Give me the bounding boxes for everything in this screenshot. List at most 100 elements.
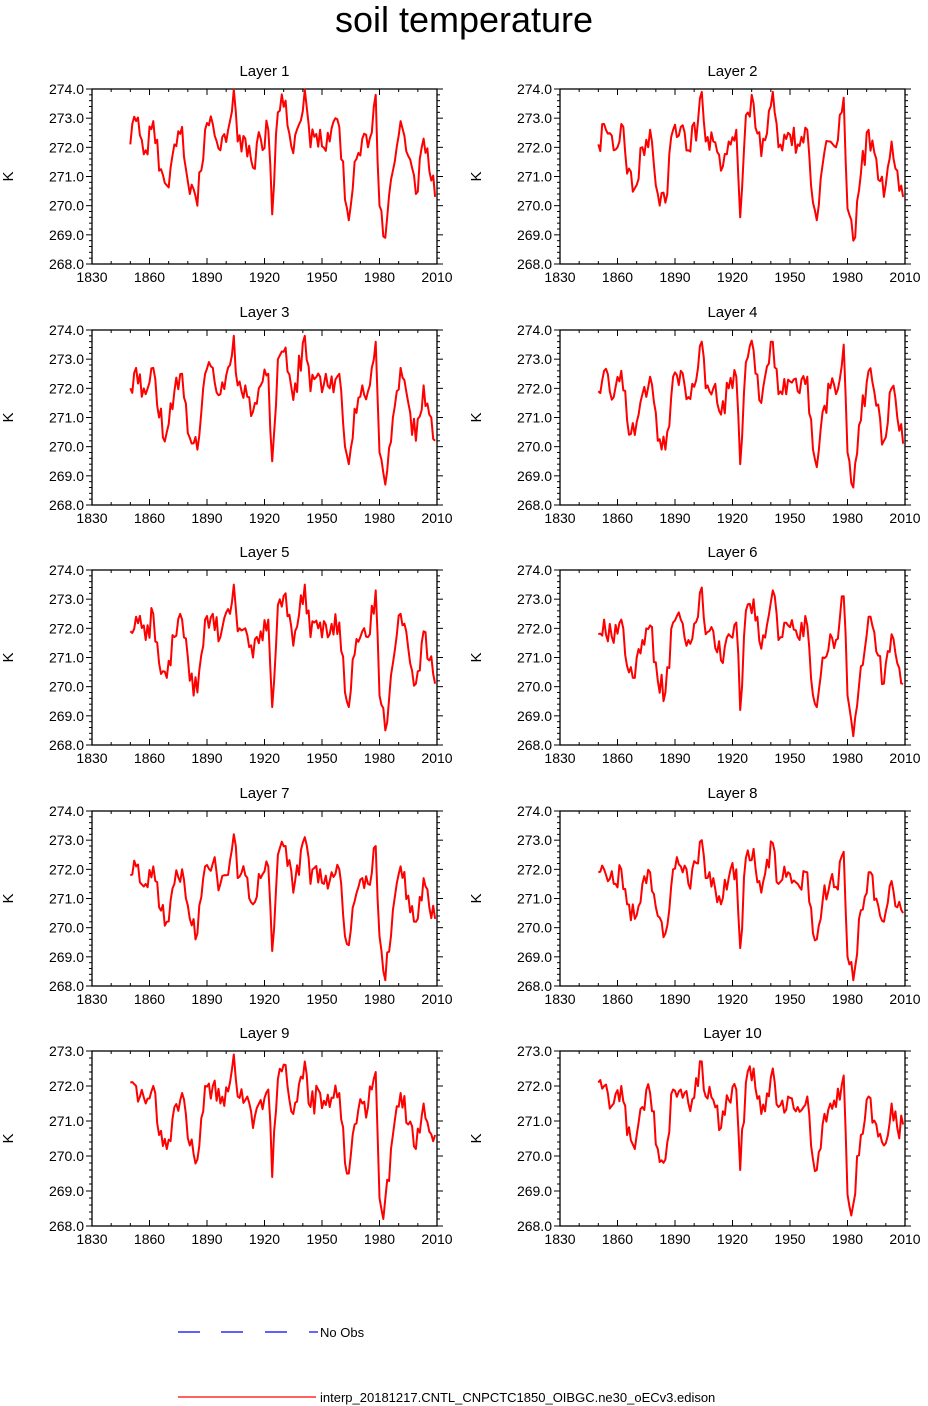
y-tick-label: 269.0 [49, 1183, 84, 1199]
x-tick-label: 1830 [76, 1231, 107, 1247]
y-tick-label: 273.0 [49, 832, 84, 848]
x-tick-label: 2010 [889, 269, 920, 285]
x-tick-label: 1830 [544, 750, 575, 766]
x-tick-label: 1890 [191, 269, 222, 285]
x-tick-label: 1950 [774, 1231, 805, 1247]
y-tick-label: 268.0 [49, 978, 84, 994]
y-tick-label: 273.0 [517, 110, 552, 126]
y-tick-label: 271.0 [49, 169, 84, 185]
y-tick-label: 268.0 [517, 1218, 552, 1234]
y-tick-label: 274.0 [49, 81, 84, 97]
y-tick-label: 274.0 [49, 803, 84, 819]
panel-title: Layer 1 [239, 63, 289, 80]
y-tick-label: 273.0 [517, 832, 552, 848]
series-line [130, 1053, 437, 1220]
x-tick-label: 1950 [306, 991, 337, 1007]
y-tick-label: 271.0 [517, 1113, 552, 1129]
y-tick-label: 271.0 [517, 410, 552, 426]
chart-panel-9: Layer 9 K 1830 1860 1890 1920 1950 1980 2010 268.… [0, 1025, 453, 1247]
x-tick-label: 1920 [249, 269, 280, 285]
x-tick-label: 1830 [544, 269, 575, 285]
x-tick-label: 1980 [832, 1231, 863, 1247]
y-tick-label: 274.0 [49, 562, 84, 578]
chart-panel-5: Layer 5 K 1830 1860 1890 1920 1950 1980 2010 268.… [0, 544, 453, 766]
y-tick-label: 271.0 [49, 891, 84, 907]
chart-panel-6: Layer 6 K 1830 1860 1890 1920 1950 1980 2010 268.… [468, 544, 921, 766]
y-tick-label: 271.0 [49, 1113, 84, 1129]
panel-title: Layer 8 [707, 785, 757, 802]
panel-title: Layer 10 [703, 1025, 761, 1042]
chart-panel-4: Layer 4 K 1830 1860 1890 1920 1950 1980 2010 268.… [468, 304, 921, 526]
x-tick-label: 1980 [832, 991, 863, 1007]
y-tick-label: 271.0 [517, 891, 552, 907]
x-tick-label: 1920 [717, 1231, 748, 1247]
x-tick-label: 1830 [76, 510, 107, 526]
y-tick-label: 272.0 [517, 861, 552, 877]
y-tick-label: 270.0 [49, 439, 84, 455]
y-tick-label: 272.0 [517, 620, 552, 636]
x-tick-label: 1830 [544, 991, 575, 1007]
y-tick-label: 271.0 [49, 650, 84, 666]
y-axis-label: K [0, 893, 17, 903]
chart-panel-8: Layer 8 K 1830 1860 1890 1920 1950 1980 2010 268.… [468, 785, 921, 1007]
y-tick-label: 270.0 [517, 679, 552, 695]
chart-panel-1: Layer 1 K 1830 1860 1890 1920 1950 1980 2010 268.… [0, 63, 453, 285]
x-tick-label: 1890 [659, 510, 690, 526]
x-tick-label: 2010 [889, 991, 920, 1007]
y-axis-label: K [0, 171, 17, 181]
x-tick-label: 1830 [76, 750, 107, 766]
chart-panel-10: Layer 10 K 1830 1860 1890 1920 1950 1980 2010 268… [468, 1025, 921, 1247]
y-axis-label: K [468, 893, 485, 903]
panel-title: Layer 6 [707, 544, 757, 561]
y-tick-label: 272.0 [517, 1078, 552, 1094]
series-line [598, 586, 904, 738]
y-tick-label: 269.0 [49, 708, 84, 724]
x-tick-label: 1950 [774, 269, 805, 285]
x-tick-label: 1950 [306, 269, 337, 285]
x-tick-label: 1860 [602, 991, 633, 1007]
series-line [597, 90, 905, 242]
x-tick-label: 1830 [544, 510, 575, 526]
y-tick-label: 272.0 [517, 139, 552, 155]
y-tick-label: 270.0 [517, 439, 552, 455]
x-tick-label: 2010 [421, 750, 452, 766]
y-tick-label: 269.0 [49, 227, 84, 243]
x-tick-label: 1890 [659, 750, 690, 766]
x-tick-label: 1890 [659, 991, 690, 1007]
x-tick-label: 1950 [306, 1231, 337, 1247]
x-tick-label: 1890 [191, 750, 222, 766]
y-tick-label: 273.0 [49, 110, 84, 126]
y-tick-label: 272.0 [49, 1078, 84, 1094]
x-tick-label: 1860 [134, 991, 165, 1007]
panel-title: Layer 5 [239, 544, 289, 561]
x-tick-label: 2010 [889, 750, 920, 766]
page-title: soil temperature [334, 0, 594, 40]
y-tick-label: 269.0 [517, 468, 552, 484]
x-tick-label: 1860 [602, 1231, 633, 1247]
x-tick-label: 1980 [832, 510, 863, 526]
y-tick-label: 269.0 [517, 708, 552, 724]
x-tick-label: 1860 [134, 510, 165, 526]
y-tick-label: 270.0 [49, 1148, 84, 1164]
panel-title: Layer 3 [239, 304, 289, 321]
x-tick-label: 1890 [191, 991, 222, 1007]
x-tick-label: 2010 [421, 269, 452, 285]
chart-panel-2: Layer 2 K 1830 1860 1890 1920 1950 1980 2010 268.… [468, 63, 921, 285]
panel-title: Layer 9 [239, 1025, 289, 1042]
x-tick-label: 1920 [717, 510, 748, 526]
x-tick-label: 1830 [76, 991, 107, 1007]
x-tick-label: 1920 [717, 750, 748, 766]
x-tick-label: 1980 [364, 991, 395, 1007]
y-tick-label: 272.0 [49, 861, 84, 877]
x-tick-label: 1830 [76, 269, 107, 285]
y-tick-label: 272.0 [517, 380, 552, 396]
chart-panel-7: Layer 7 K 1830 1860 1890 1920 1950 1980 2010 268.… [0, 785, 453, 1007]
y-tick-label: 269.0 [517, 1183, 552, 1199]
y-tick-label: 268.0 [517, 737, 552, 753]
x-tick-label: 1860 [602, 750, 633, 766]
y-tick-label: 270.0 [49, 679, 84, 695]
x-tick-label: 1950 [306, 510, 337, 526]
x-tick-label: 1980 [364, 269, 395, 285]
x-tick-label: 1950 [774, 510, 805, 526]
